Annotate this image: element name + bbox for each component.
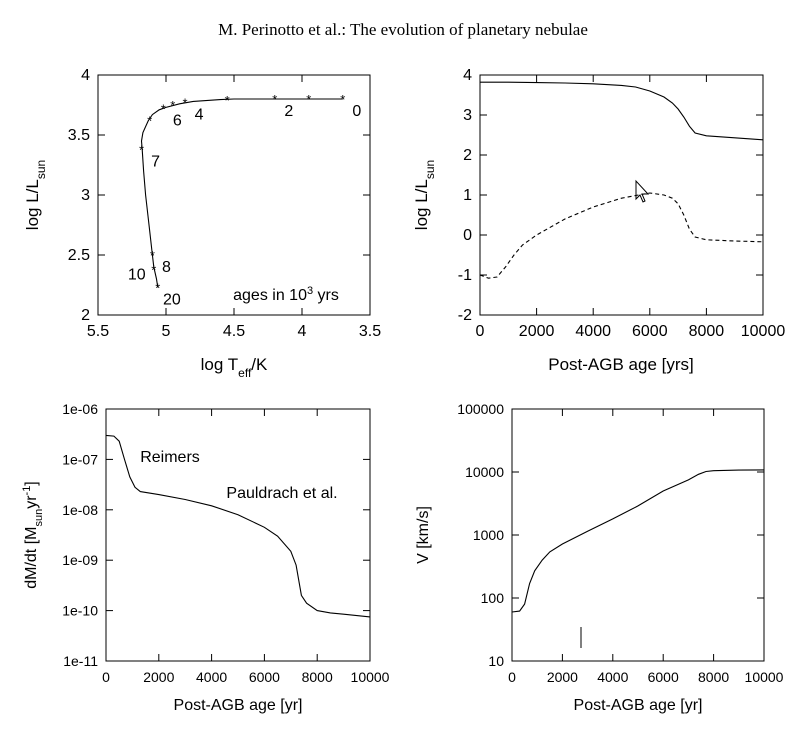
mdot-ytick-label: 1e-10 bbox=[62, 603, 98, 619]
mdot-ytick-label: 1e-11 bbox=[63, 653, 98, 669]
vel-xtick-label: 0 bbox=[508, 669, 516, 685]
vel-ytick-label: 10000 bbox=[465, 464, 504, 480]
lum-series-line-0 bbox=[480, 81, 764, 141]
vel-ytick-label: 100 bbox=[481, 590, 505, 606]
lum-xtick-label: 10000 bbox=[741, 323, 786, 340]
mdot-series-line-0 bbox=[105, 434, 371, 618]
running-title: M. Perinotto et al.: The evolution of pl… bbox=[218, 20, 588, 39]
hr-star-marker: * bbox=[306, 92, 311, 107]
hr-star-marker: * bbox=[139, 142, 144, 157]
lum-ytick-label: 3 bbox=[463, 107, 472, 124]
vel-ytick-label: 10 bbox=[488, 653, 504, 669]
hr-xtick-label: 5 bbox=[162, 323, 171, 340]
hr-star-marker: * bbox=[340, 92, 345, 107]
hr-star-marker: * bbox=[151, 262, 156, 277]
vel-xtick-label: 10000 bbox=[745, 669, 784, 685]
lum-series-line-1 bbox=[479, 192, 764, 279]
mdot-ytick-label: 1e-07 bbox=[62, 451, 98, 467]
vel-ylabel: V [km/s] bbox=[415, 506, 432, 564]
vel-xtick-label: 8000 bbox=[698, 669, 729, 685]
hr-xtick-label: 4 bbox=[298, 323, 307, 340]
mdot-annotation-pauldrach: Pauldrach et al. bbox=[226, 485, 337, 502]
mdot-xtick-label: 4000 bbox=[196, 669, 227, 685]
panel-lum-frame bbox=[479, 74, 764, 316]
vel-ytick-label: 1000 bbox=[473, 527, 504, 543]
lum-ytick-label: -2 bbox=[458, 307, 472, 324]
hr-star-marker: * bbox=[225, 93, 230, 108]
hr-age-label: 4 bbox=[195, 107, 204, 124]
hr-age-label: 10 bbox=[128, 266, 146, 283]
hr-age-label: 20 bbox=[163, 291, 181, 308]
hr-ytick-label: 4 bbox=[81, 67, 90, 84]
hr-age-label: 2 bbox=[284, 103, 293, 120]
mdot-ylabel: dM/dt [Msunyr-1] bbox=[21, 481, 45, 589]
mdot-annotation-reimers: Reimers bbox=[140, 449, 200, 466]
mdot-xtick-label: 6000 bbox=[249, 669, 280, 685]
panel-vel-frame bbox=[511, 408, 765, 662]
mdot-xlabel: Post-AGB age [yr] bbox=[174, 697, 303, 714]
hr-star-marker: * bbox=[150, 248, 155, 263]
hr-xlabel: log Teff/K bbox=[201, 355, 268, 380]
hr-star-marker: * bbox=[147, 114, 152, 129]
lum-ytick-label: 1 bbox=[463, 187, 472, 204]
mdot-xtick-label: 0 bbox=[102, 669, 110, 685]
lum-xtick-label: 2000 bbox=[519, 323, 555, 340]
vel-xtick-label: 2000 bbox=[547, 669, 578, 685]
hr-ytick-label: 3 bbox=[81, 187, 90, 204]
vel-xlabel: Post-AGB age [yr] bbox=[574, 697, 703, 714]
lum-ytick-label: 2 bbox=[463, 147, 472, 164]
hr-xtick-label: 5.5 bbox=[87, 323, 109, 340]
hr-star-marker: * bbox=[272, 92, 277, 107]
hr-series-line-0 bbox=[140, 98, 343, 288]
hr-ylabel: log L/Lsun bbox=[23, 160, 48, 230]
hr-xtick-label: 3.5 bbox=[359, 323, 381, 340]
hr-age-label: 7 bbox=[151, 153, 160, 170]
hr-xtick-label: 4.5 bbox=[223, 323, 245, 340]
lum-ytick-label: 0 bbox=[463, 227, 472, 244]
lum-ylabel: log L/Lsun bbox=[412, 160, 437, 230]
mdot-ytick-label: 1e-09 bbox=[62, 552, 98, 568]
mdot-xtick-label: 2000 bbox=[143, 669, 174, 685]
lum-xtick-label: 4000 bbox=[575, 323, 611, 340]
panel-mdot-frame bbox=[105, 408, 371, 662]
hr-star-marker: * bbox=[183, 96, 188, 111]
mdot-ytick-label: 1e-08 bbox=[62, 502, 98, 518]
mouse-cursor-icon bbox=[635, 179, 650, 203]
lum-xtick-label: 8000 bbox=[689, 323, 725, 340]
vel-ytick-label: 100000 bbox=[457, 401, 504, 417]
hr-age-label: 6 bbox=[173, 113, 182, 130]
lum-xlabel: Post-AGB age [yrs] bbox=[548, 355, 694, 374]
lum-xtick-label: 0 bbox=[476, 323, 485, 340]
mdot-ytick-label: 1e-06 bbox=[62, 401, 98, 417]
mdot-xtick-label: 8000 bbox=[302, 669, 333, 685]
lum-ytick-label: -1 bbox=[458, 267, 472, 284]
hr-star-marker: * bbox=[170, 98, 175, 113]
vel-xtick-label: 6000 bbox=[648, 669, 679, 685]
lum-ytick-label: 4 bbox=[463, 67, 472, 84]
hr-age-label: 8 bbox=[162, 259, 171, 276]
hr-ytick-label: 2.5 bbox=[68, 247, 90, 264]
hr-ytick-label: 2 bbox=[81, 307, 90, 324]
hr-star-marker: * bbox=[155, 280, 160, 295]
mdot-xtick-label: 10000 bbox=[351, 669, 390, 685]
lum-xtick-label: 6000 bbox=[632, 323, 668, 340]
hr-annotation: ages in 103 yrs bbox=[233, 285, 339, 304]
hr-star-marker: * bbox=[161, 102, 166, 117]
vel-series-line-0 bbox=[511, 469, 765, 613]
hr-age-label: 0 bbox=[352, 103, 361, 120]
vel-xtick-label: 4000 bbox=[597, 669, 628, 685]
hr-ytick-label: 3.5 bbox=[68, 127, 90, 144]
